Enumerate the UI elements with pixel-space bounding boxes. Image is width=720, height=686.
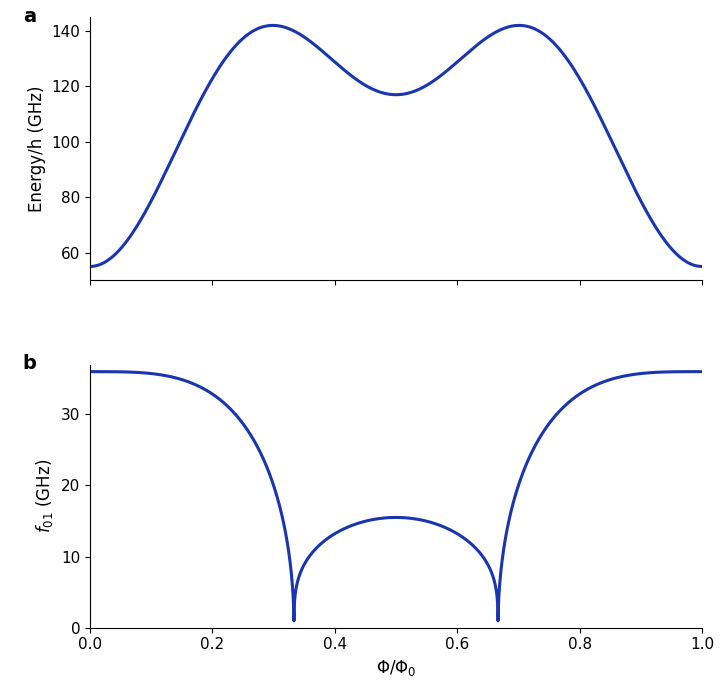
Y-axis label: $f_{01}$ (GHz): $f_{01}$ (GHz) (35, 459, 55, 533)
Y-axis label: Energy/h (GHz): Energy/h (GHz) (28, 86, 46, 212)
Text: a: a (22, 7, 36, 25)
Text: b: b (22, 354, 37, 373)
X-axis label: $\Phi/\Phi_0$: $\Phi/\Phi_0$ (376, 658, 416, 678)
